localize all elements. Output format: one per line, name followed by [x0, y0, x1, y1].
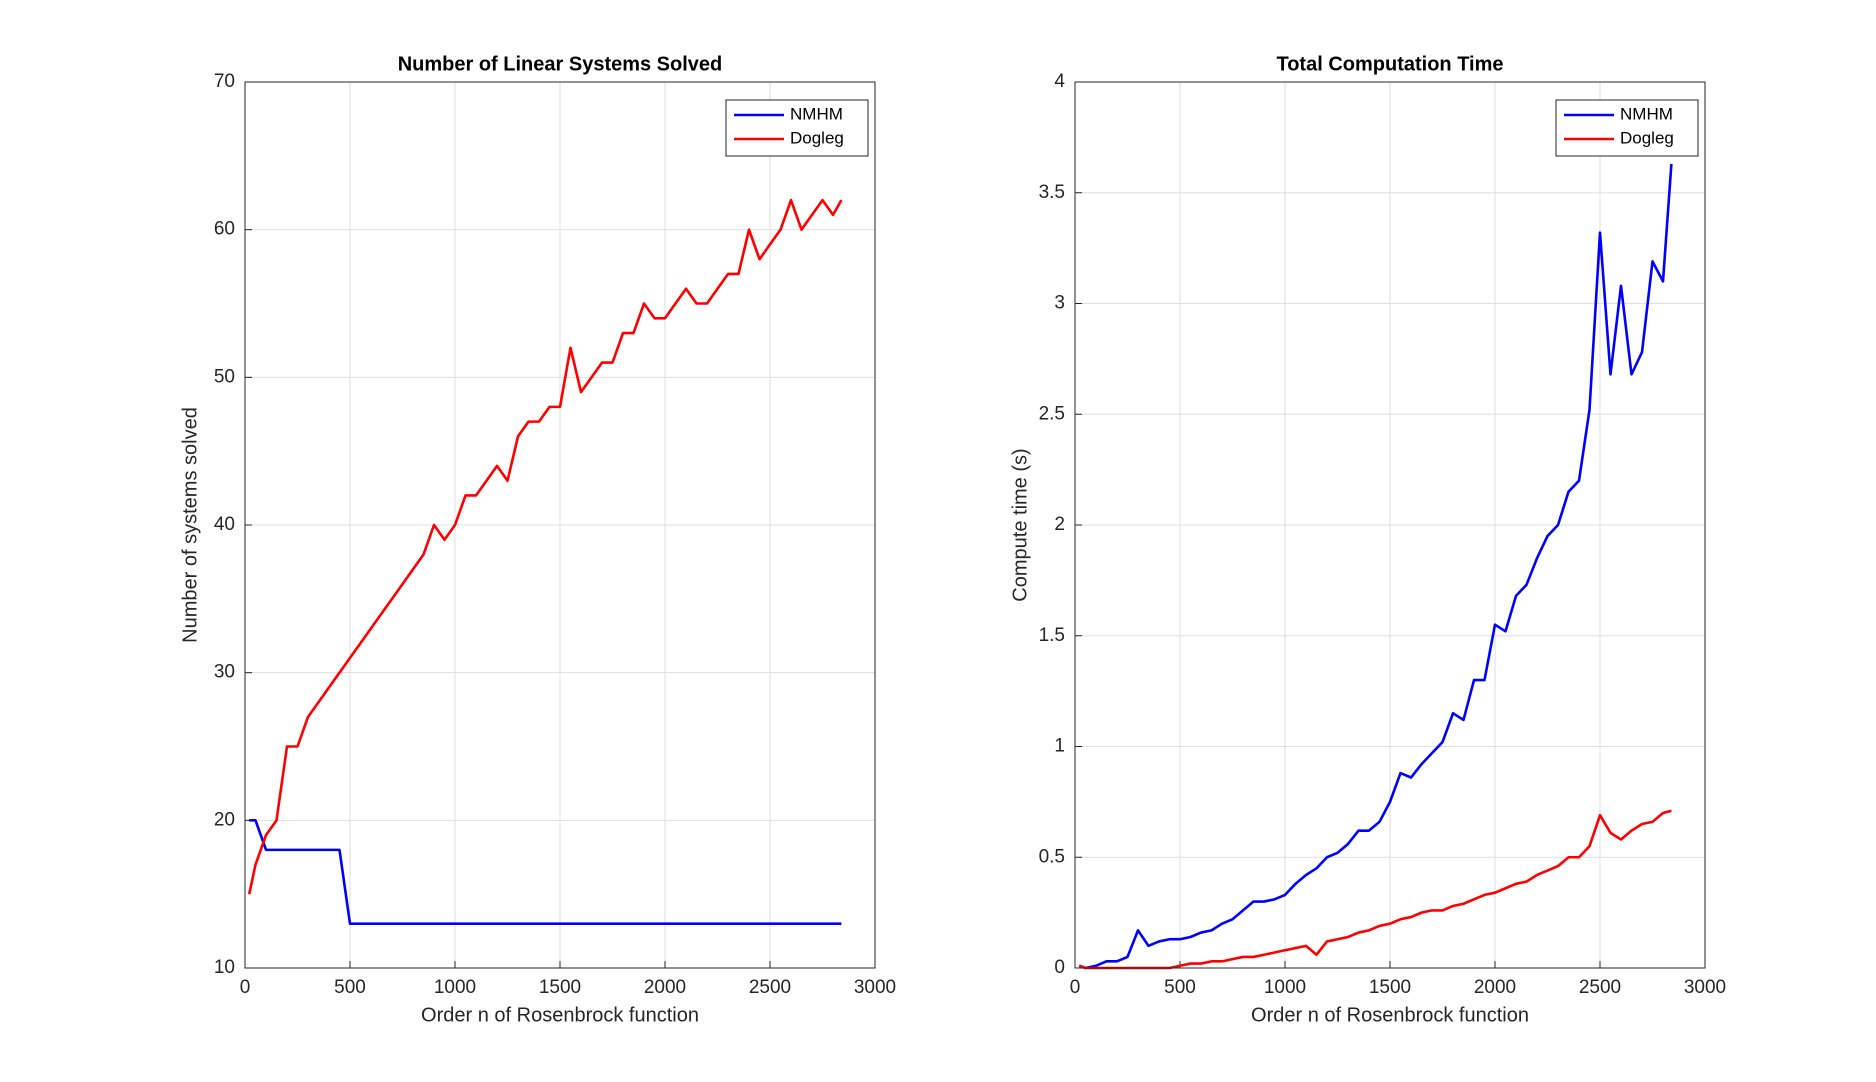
y-axis-label: Number of systems solved: [179, 407, 201, 643]
x-tick-label: 0: [240, 977, 251, 998]
y-tick-label: 50: [214, 366, 235, 387]
x-axis-label: Order n of Rosenbrock function: [421, 1004, 699, 1026]
axes-box: [1074, 81, 1706, 969]
chart-title: Total Computation Time: [1276, 53, 1503, 75]
x-tick-label: 2000: [644, 977, 686, 998]
y-tick-label: 4: [1054, 71, 1065, 92]
x-tick-label: 1500: [539, 977, 581, 998]
y-tick-label: 30: [214, 662, 235, 683]
x-tick-label: 500: [1164, 977, 1196, 998]
y-tick-label: 1.5: [1039, 625, 1065, 646]
x-tick-label: 500: [334, 977, 366, 998]
legend-box: [725, 99, 869, 157]
x-axis-label: Order n of Rosenbrock function: [1251, 1004, 1529, 1026]
x-tick-label: 2500: [749, 977, 791, 998]
x-tick-label: 0: [1070, 977, 1081, 998]
legend-label: NMHM: [1620, 104, 1673, 123]
y-tick-label: 20: [214, 809, 235, 830]
y-tick-label: 1: [1054, 736, 1065, 757]
legend-label: Dogleg: [790, 128, 844, 147]
y-tick-label: 0.5: [1039, 846, 1065, 867]
y-axis-label: Compute time (s): [1009, 448, 1031, 601]
legend-box: [1555, 99, 1699, 157]
x-tick-label: 2000: [1474, 977, 1516, 998]
x-tick-label: 1000: [1264, 977, 1306, 998]
legend-label: NMHM: [790, 104, 843, 123]
y-tick-label: 3: [1054, 293, 1065, 314]
data-line: [249, 819, 842, 925]
data-line: [1078, 809, 1672, 970]
y-tick-label: 2: [1054, 514, 1065, 535]
y-tick-label: 2.5: [1039, 403, 1065, 424]
x-tick-label: 2500: [1579, 977, 1621, 998]
x-tick-label: 3000: [854, 977, 896, 998]
y-tick-label: 60: [214, 219, 235, 240]
y-tick-label: 0: [1054, 957, 1065, 978]
x-tick-label: 3000: [1684, 977, 1726, 998]
axes-box: [244, 81, 876, 969]
x-tick-label: 1500: [1369, 977, 1411, 998]
x-tick-label: 1000: [434, 977, 476, 998]
y-tick-label: 10: [214, 957, 235, 978]
y-tick-label: 70: [214, 71, 235, 92]
y-tick-label: 40: [214, 514, 235, 535]
data-line: [247, 198, 843, 895]
y-tick-label: 3.5: [1039, 182, 1065, 203]
data-line: [1078, 163, 1673, 970]
legend-label: Dogleg: [1620, 128, 1674, 147]
chart-title: Number of Linear Systems Solved: [398, 53, 723, 75]
